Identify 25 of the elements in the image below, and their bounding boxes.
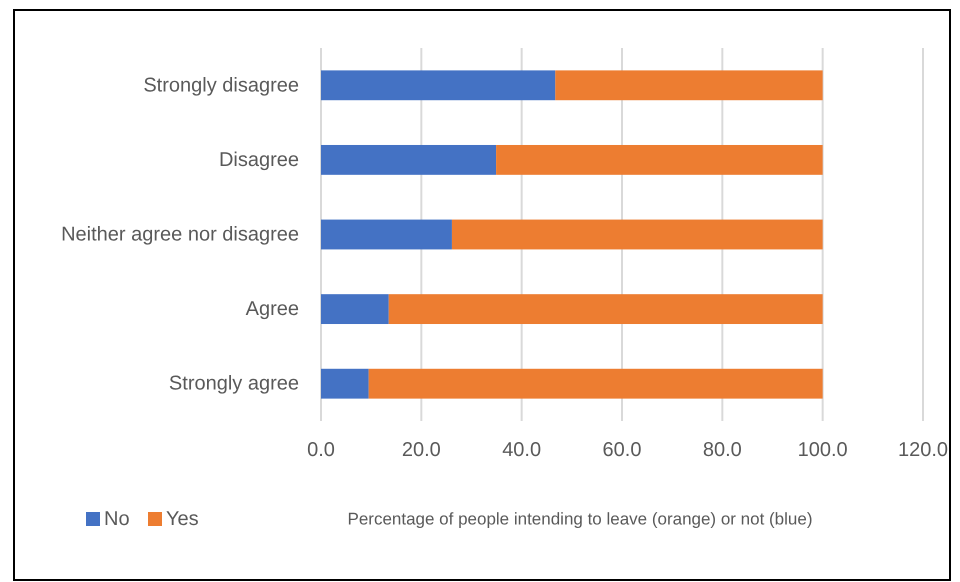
x-tick-label: 120.0	[898, 439, 948, 461]
bar	[555, 70, 823, 100]
bar	[321, 220, 452, 250]
x-tick-label: 60.0	[602, 439, 642, 461]
y-tick-label: Strongly agree	[168, 372, 299, 395]
y-tick-label: Disagree	[218, 148, 299, 171]
legend-label: No	[104, 508, 130, 530]
bar	[321, 70, 556, 100]
x-tick-label: 80.0	[702, 439, 742, 461]
bar	[321, 144, 496, 175]
x-tick-label: 0.0	[307, 439, 335, 461]
x-tick-label: 40.0	[502, 439, 542, 461]
y-tick-label: Strongly disagree	[143, 74, 299, 96]
bar	[496, 144, 823, 175]
y-tick-label: Agree	[246, 298, 299, 320]
bar	[321, 294, 389, 324]
x-axis-title: Percentage of people intending to leave (orange) or not (blue)	[348, 510, 812, 528]
x-tick-label: 100.0	[798, 439, 848, 461]
bar	[321, 368, 369, 399]
x-tick-label: 20.0	[402, 439, 441, 461]
bar	[388, 294, 823, 324]
y-tick-label: Neither agree nor disagree	[61, 224, 299, 246]
legend-label: Yes	[166, 508, 199, 530]
bar	[368, 368, 823, 399]
bar	[452, 220, 823, 250]
